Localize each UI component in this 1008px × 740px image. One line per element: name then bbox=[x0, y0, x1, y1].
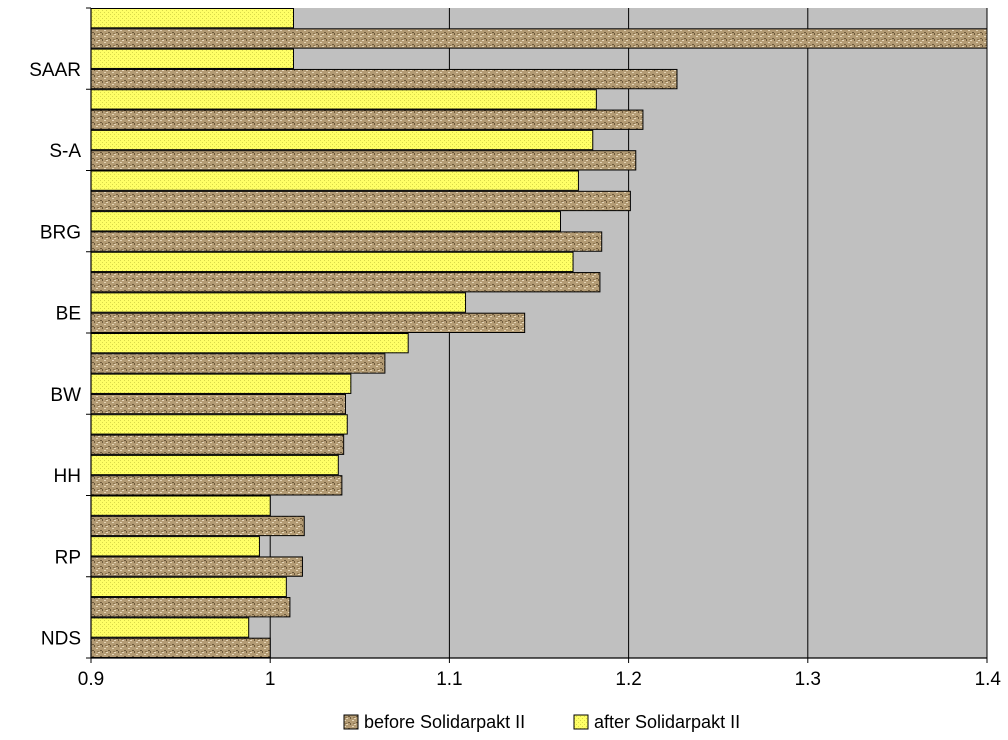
x-tick-label: 1.2 bbox=[615, 669, 641, 690]
bar-after bbox=[90, 617, 250, 638]
x-tick-label: 1.4 bbox=[975, 669, 1002, 690]
bar-after bbox=[90, 251, 574, 273]
legend: before Solidarpakt II after Solidarpakt … bbox=[343, 712, 740, 732]
bar-after bbox=[90, 211, 562, 232]
bar-before bbox=[90, 597, 291, 618]
legend-label-before: before Solidarpakt II bbox=[364, 712, 525, 732]
legend-swatch-before bbox=[343, 714, 359, 730]
bar-after bbox=[90, 373, 352, 394]
bar-after bbox=[90, 129, 594, 151]
bar-before bbox=[90, 556, 303, 577]
x-tick-labels: 0.9 1 1.1 1.2 1.3 1.4 bbox=[78, 669, 1002, 690]
y-tick-label: HH bbox=[54, 466, 81, 487]
bar-before bbox=[90, 312, 526, 333]
y-tick-label: BRG bbox=[40, 222, 81, 243]
y-tick-label: NDS bbox=[41, 629, 81, 650]
bar-after bbox=[90, 414, 348, 435]
y-tick-label: SAAR bbox=[29, 60, 81, 81]
bar-before bbox=[90, 190, 631, 212]
bar-after bbox=[90, 8, 294, 29]
bar-after bbox=[90, 89, 597, 110]
bar-after bbox=[90, 48, 294, 69]
bar-after bbox=[90, 495, 271, 516]
y-tick-label: S-A bbox=[49, 141, 81, 162]
bar-after bbox=[90, 333, 409, 354]
bar-before bbox=[90, 353, 386, 374]
bar-after bbox=[90, 170, 579, 191]
y-tick-label: RP bbox=[55, 547, 81, 568]
x-tick-label: 1 bbox=[265, 669, 276, 690]
bar-before bbox=[90, 272, 601, 293]
bar-before bbox=[90, 150, 637, 171]
y-tick-label: BE bbox=[56, 304, 81, 325]
bar-before bbox=[90, 231, 603, 252]
bar-before bbox=[90, 434, 345, 455]
bar-after bbox=[90, 576, 287, 598]
y-tick-label: BW bbox=[50, 385, 81, 406]
x-tick-label: 1.1 bbox=[436, 669, 462, 690]
legend-swatch-after bbox=[573, 714, 589, 730]
bar-before bbox=[90, 637, 271, 658]
legend-label-after: after Solidarpakt II bbox=[594, 712, 740, 732]
bar-before bbox=[90, 28, 988, 49]
bar-before bbox=[90, 68, 678, 90]
x-tick-label: 1.3 bbox=[795, 669, 821, 690]
y-tick-labels: SAAR S-A BRG BE BW HH RP NDS bbox=[29, 60, 81, 650]
bar-before bbox=[90, 475, 343, 496]
bar-before bbox=[90, 393, 346, 415]
bar-after bbox=[90, 454, 339, 476]
bar-after bbox=[90, 292, 467, 313]
bar-before bbox=[90, 109, 644, 130]
axes bbox=[86, 7, 988, 663]
bar-after bbox=[90, 536, 260, 557]
bar-before bbox=[90, 515, 305, 537]
x-tick-label: 0.9 bbox=[78, 669, 104, 690]
